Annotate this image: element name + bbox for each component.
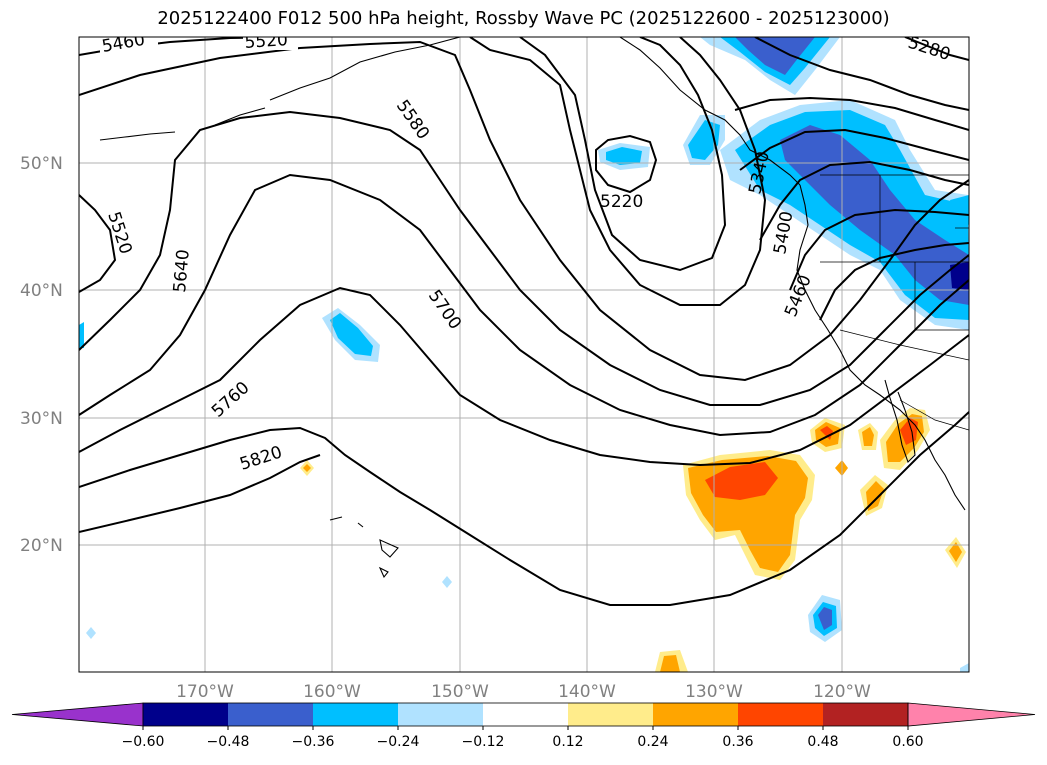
lon-label: 130°W xyxy=(685,682,743,702)
colorbar-segment xyxy=(313,703,398,726)
lon-label: 120°W xyxy=(813,682,871,702)
colorbar-segment xyxy=(568,703,653,726)
lat-label: 40°N xyxy=(20,281,63,301)
contour-label: 5220 xyxy=(600,192,643,212)
colorbar-tick-label: 0.36 xyxy=(722,734,753,750)
colorbar-tick-label: −0.12 xyxy=(462,734,505,750)
colorbar-tick-label: 0.12 xyxy=(552,734,583,750)
colorbar: −0.60 −0.48 −0.36 −0.24 −0.12 0.12 0.24 0.36 0.4… xyxy=(11,702,1036,750)
contour-label: 5640 xyxy=(170,249,194,294)
map-frame xyxy=(78,36,970,673)
latitude-labels: 50°N 40°N 30°N 20°N xyxy=(20,154,63,556)
colorbar-tick-label: −0.48 xyxy=(207,734,250,750)
colorbar-extend-low xyxy=(11,702,144,727)
colorbar-tick-label: 0.24 xyxy=(637,734,668,750)
lon-label: 140°W xyxy=(558,682,616,702)
colorbar-tick-label: −0.60 xyxy=(122,734,165,750)
height-contours xyxy=(79,37,969,606)
colorbar-tick-label: −0.24 xyxy=(377,734,420,750)
lat-label: 50°N xyxy=(20,154,63,174)
colorbar-tick-label: −0.36 xyxy=(292,734,335,750)
lon-label: 150°W xyxy=(431,682,489,702)
positive-anomaly-shading xyxy=(300,408,969,672)
colorbar-segment xyxy=(483,703,568,726)
longitude-labels: 170°W 160°W 150°W 140°W 130°W 120°W xyxy=(176,682,871,702)
contour-label: 5520 xyxy=(244,30,289,53)
colorbar-outline xyxy=(142,702,909,727)
colorbar-segment xyxy=(738,703,823,726)
colorbar-tick-label: 0.60 xyxy=(892,734,923,750)
map-title: 2025122400 F012 500 hPa height, Rossby W… xyxy=(157,8,890,29)
lat-label: 30°N xyxy=(20,409,63,429)
graticule xyxy=(79,37,969,672)
colorbar-segment xyxy=(398,703,483,726)
colorbar-segment xyxy=(228,703,313,726)
lon-label: 160°W xyxy=(303,682,361,702)
colorbar-tick-label: 0.48 xyxy=(807,734,838,750)
colorbar-segment xyxy=(143,703,228,726)
colorbar-segment xyxy=(823,703,908,726)
lon-label: 170°W xyxy=(176,682,234,702)
lat-label: 20°N xyxy=(20,536,63,556)
colorbar-segment xyxy=(653,703,738,726)
colorbar-extend-high xyxy=(907,702,1036,727)
